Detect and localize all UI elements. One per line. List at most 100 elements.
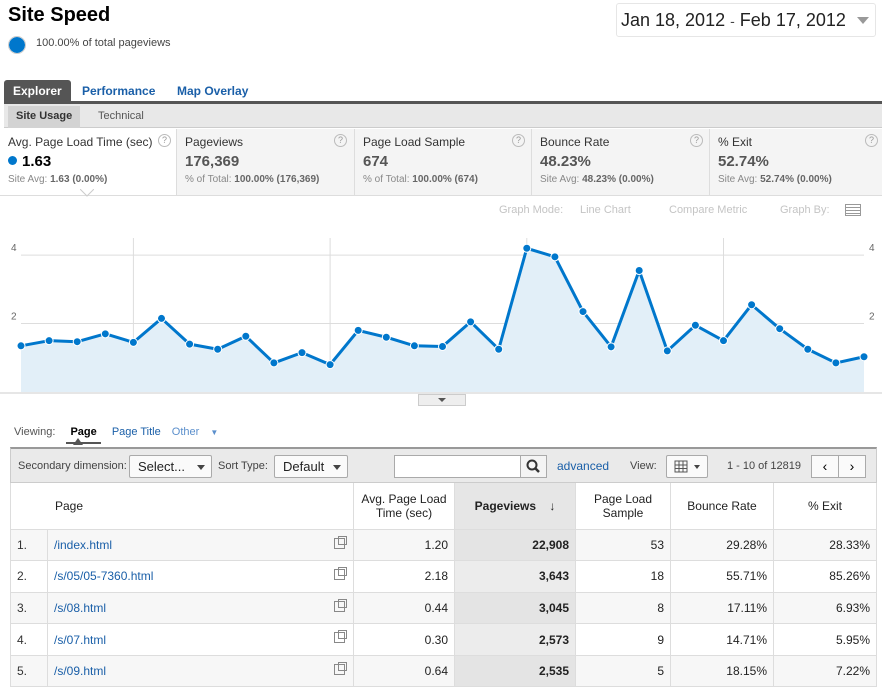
row-exit: 5.95% [773, 623, 877, 656]
external-link-icon[interactable] [334, 598, 347, 612]
col-avg-load-time[interactable]: Avg. Page Load Time (sec) [353, 483, 455, 530]
metric-sub-value: 48.23% (0.00%) [582, 174, 654, 185]
row-index: 1. [10, 528, 48, 562]
row-pageviews: 3,045 [454, 591, 576, 625]
metric-sub-label: % of Total: [185, 174, 235, 185]
row-page-link[interactable]: /s/07.html [47, 623, 354, 656]
subtab-technical[interactable]: Technical [98, 110, 144, 122]
metric-summary: Avg. Page Load Time (sec) 1.63 Site Avg:… [0, 129, 882, 196]
metric-value: 674 [363, 153, 389, 170]
tab-performance[interactable]: Performance [82, 84, 156, 98]
table-row: 5. /s/09.html 0.64 2,535 5 18.15% 7.22% [10, 654, 877, 688]
table-row: 1. /index.html 1.20 22,908 53 29.28% 28.… [10, 528, 877, 562]
table-search-input[interactable] [394, 455, 521, 478]
chevron-down-icon [333, 465, 341, 470]
help-icon[interactable]: ? [334, 134, 347, 147]
row-page-link[interactable]: /s/09.html [47, 654, 354, 688]
sort-type-select[interactable]: Default [274, 455, 348, 478]
help-icon[interactable]: ? [865, 134, 878, 147]
date-range-picker[interactable]: Jan 18, 2012 - Feb 17, 2012 [616, 3, 876, 37]
col-page-load-sample[interactable]: Page Load Sample [575, 483, 671, 530]
external-link-icon[interactable] [334, 661, 347, 675]
data-point [128, 337, 138, 347]
subtabs: Site Usage Technical [4, 104, 882, 128]
search-button[interactable] [520, 455, 547, 478]
external-link-icon[interactable] [334, 567, 347, 581]
row-pageviews: 2,573 [454, 623, 576, 656]
data-point [213, 344, 223, 354]
data-point [831, 358, 841, 368]
view-label: View: [630, 460, 657, 472]
graph-mode-select[interactable]: Line Chart [580, 204, 631, 216]
row-sample: 9 [575, 623, 671, 656]
data-point [241, 331, 251, 341]
graph-by-icon[interactable] [845, 204, 861, 216]
pagination-text: 1 - 10 of 12819 [727, 460, 802, 472]
subtab-site-usage[interactable]: Site Usage [8, 106, 81, 128]
tab-map-overlay[interactable]: Map Overlay [177, 84, 249, 98]
viewing-page-title[interactable]: Page Title [111, 426, 161, 438]
metric-pageviews[interactable]: Pageviews 176,369 % of Total: 100.00% (1… [177, 129, 355, 195]
row-bounce-rate: 17.11% [670, 591, 774, 625]
viewing-label: Viewing: [14, 426, 56, 438]
metric-bounce-rate[interactable]: Bounce Rate 48.23% Site Avg: 48.23% (0.0… [532, 129, 710, 195]
metric-sub-value: 52.74% (0.00%) [760, 174, 832, 185]
compare-metric-button[interactable]: Compare Metric [669, 204, 748, 216]
metric-sub-label: Site Avg: [8, 174, 51, 185]
metric-page-load-sample[interactable]: Page Load Sample 674 % of Total: 100.00%… [355, 129, 532, 195]
col-exit[interactable]: % Exit [773, 483, 877, 530]
external-link-icon[interactable] [334, 630, 347, 644]
col-bounce-rate[interactable]: Bounce Rate [670, 483, 774, 530]
row-load-time: 0.64 [353, 654, 455, 688]
data-point [269, 358, 279, 368]
secondary-dimension-select[interactable]: Select... [129, 455, 212, 478]
row-exit: 85.26% [773, 560, 877, 593]
row-page-link[interactable]: /index.html [47, 528, 354, 562]
graph-by-label: Graph By: [780, 204, 830, 216]
tab-explorer[interactable]: Explorer [4, 80, 71, 102]
viewing-other[interactable]: Other ▼ [171, 426, 219, 438]
date-separator: - [730, 13, 735, 29]
external-link-icon[interactable] [334, 535, 347, 549]
pageviews-share: 100.00% of total pageviews [36, 37, 171, 49]
row-exit: 7.22% [773, 654, 877, 688]
table-view-icon [674, 460, 700, 473]
help-icon[interactable]: ? [690, 134, 703, 147]
row-page-link[interactable]: /s/05/05-7360.html [47, 560, 354, 593]
col-page[interactable]: Page [10, 483, 354, 530]
row-index: 4. [10, 623, 48, 656]
data-point [297, 348, 307, 358]
y-tick-label-right: 4 [869, 243, 875, 254]
viewing-page[interactable]: Page [66, 424, 101, 444]
data-point [719, 336, 728, 346]
row-page-link[interactable]: /s/08.html [47, 591, 354, 625]
prev-page-button[interactable]: ‹ [811, 455, 839, 478]
y-tick-label-left: 4 [11, 243, 17, 254]
viewing-pointer [73, 438, 83, 445]
help-icon[interactable]: ? [158, 134, 171, 147]
data-point [522, 243, 532, 253]
help-icon[interactable]: ? [512, 134, 525, 147]
row-load-time: 2.18 [353, 560, 455, 593]
table-toolbar: Secondary dimension: Select... Sort Type… [10, 447, 877, 483]
data-point [747, 300, 757, 310]
row-sample: 53 [575, 528, 671, 562]
col-pageviews[interactable]: Pageviews ↓ [454, 483, 576, 530]
metric-value: 48.23% [540, 153, 591, 170]
row-sample: 18 [575, 560, 671, 593]
view-select[interactable] [666, 455, 708, 478]
metric-sub-value: 1.63 (0.00%) [50, 174, 108, 185]
metric-exit[interactable]: % Exit 52.74% Site Avg: 52.74% (0.00%) ? [710, 129, 882, 195]
sort-type-label: Sort Type: [218, 460, 268, 472]
data-point [438, 341, 447, 351]
chart-expand-handle[interactable] [418, 394, 466, 406]
metric-label: Bounce Rate [540, 135, 610, 149]
chevron-down-icon [857, 17, 869, 24]
advanced-filter-link[interactable]: advanced [557, 459, 610, 473]
data-point [44, 336, 54, 346]
row-bounce-rate: 18.15% [670, 654, 774, 688]
next-page-button[interactable]: › [838, 455, 866, 478]
data-point [662, 346, 672, 356]
metric-avg-load-time[interactable]: Avg. Page Load Time (sec) 1.63 Site Avg:… [0, 129, 177, 195]
table-row: 3. /s/08.html 0.44 3,045 8 17.11% 6.93% [10, 591, 877, 625]
